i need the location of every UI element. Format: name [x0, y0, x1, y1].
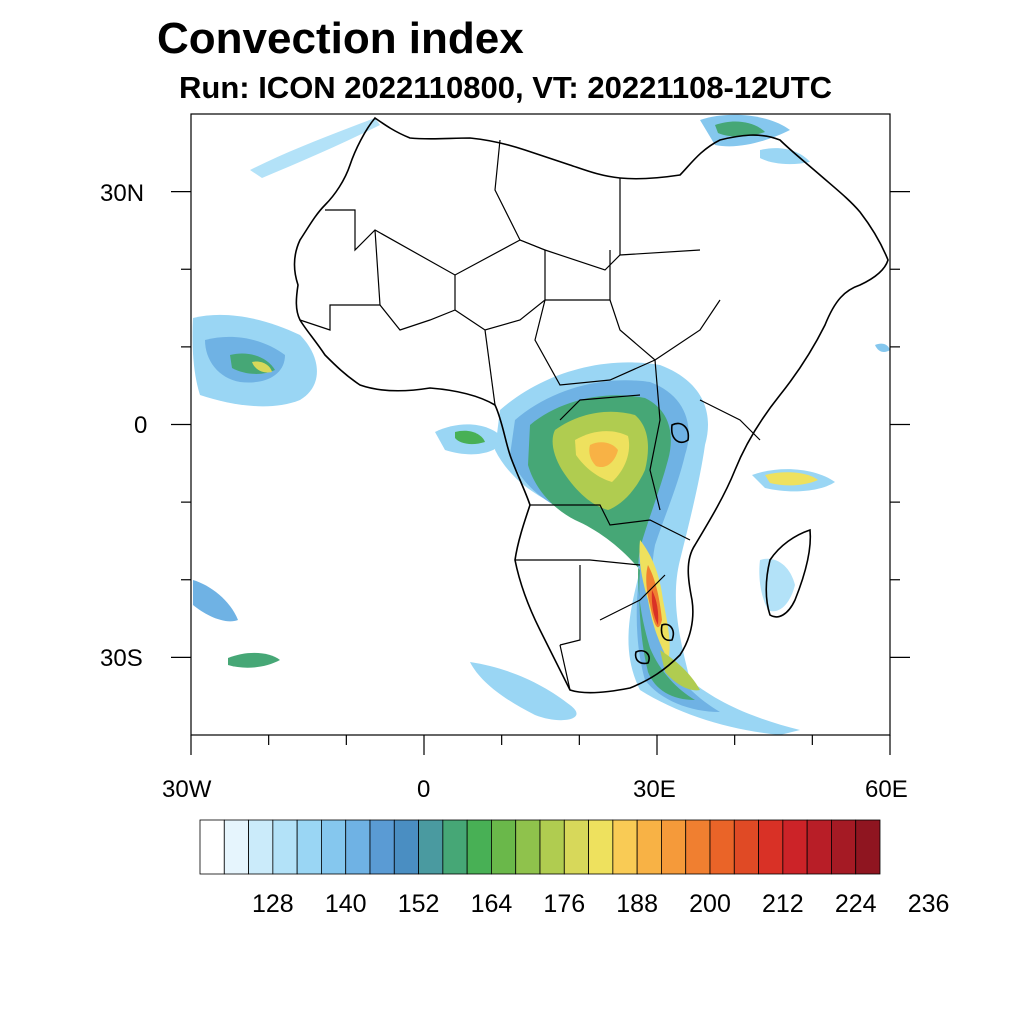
colorbar-swatch — [442, 819, 468, 875]
lat-label-30n: 30N — [100, 180, 145, 207]
colorbar-swatch — [369, 819, 395, 875]
country-borders — [299, 139, 761, 691]
map-title: Convection index — [157, 14, 524, 63]
colorbar-swatch — [806, 819, 832, 875]
colorbar-swatch — [272, 819, 298, 875]
colorbar-swatch — [661, 819, 687, 875]
colorbar-swatch — [296, 819, 322, 875]
colorbar-swatch — [831, 819, 857, 875]
colorbar-swatch — [539, 819, 565, 875]
colorbar-label: 128 — [252, 890, 294, 918]
map-subtitle: Run: ICON 2022110800, VT: 20221108-12UTC — [179, 70, 833, 105]
colorbar-swatch — [588, 819, 614, 875]
lon-label-0: 0 — [417, 776, 431, 803]
colorbar-swatch — [321, 819, 347, 875]
colorbar-swatch — [345, 819, 371, 875]
colorbar-swatch — [709, 819, 735, 875]
colorbar-label: 188 — [616, 890, 658, 918]
colorbar-label: 164 — [471, 890, 513, 918]
colorbar-label: 236 — [908, 890, 950, 918]
lon-label-30w: 30W — [162, 776, 212, 803]
colorbar-swatch — [223, 819, 249, 875]
colorbar-swatch — [418, 819, 444, 875]
colorbar-swatch — [563, 819, 589, 875]
colorbar-swatch — [491, 819, 517, 875]
lakes — [634, 422, 690, 665]
colorbar-swatch — [636, 819, 662, 875]
colorbar-swatch — [685, 819, 711, 875]
colorbar-swatch — [393, 819, 419, 875]
colorbar-label: 224 — [835, 890, 877, 918]
lon-label-30e: 30E — [633, 776, 676, 803]
colorbar-swatch — [758, 819, 784, 875]
colorbar-swatch — [782, 819, 808, 875]
lat-label-30s: 30S — [100, 645, 143, 672]
colorbar-swatch — [733, 819, 759, 875]
colorbar-swatch — [855, 819, 881, 875]
colorbar-label: 152 — [398, 890, 440, 918]
colorbar-swatch — [466, 819, 492, 875]
colorbar-label: 212 — [762, 890, 804, 918]
colorbar-swatch — [248, 819, 274, 875]
colorbar-label: 140 — [325, 890, 367, 918]
convection-field — [192, 114, 890, 735]
coastlines — [293, 116, 889, 694]
lon-label-60e: 60E — [865, 776, 908, 803]
colorbar-label: 176 — [543, 890, 585, 918]
colorbar-swatch — [515, 819, 541, 875]
colorbar-label: 200 — [689, 890, 731, 918]
colorbar-swatch — [199, 819, 225, 875]
axis-ticks — [171, 191, 910, 755]
lat-label-0: 0 — [134, 412, 148, 439]
colorbar-swatch — [612, 819, 638, 875]
